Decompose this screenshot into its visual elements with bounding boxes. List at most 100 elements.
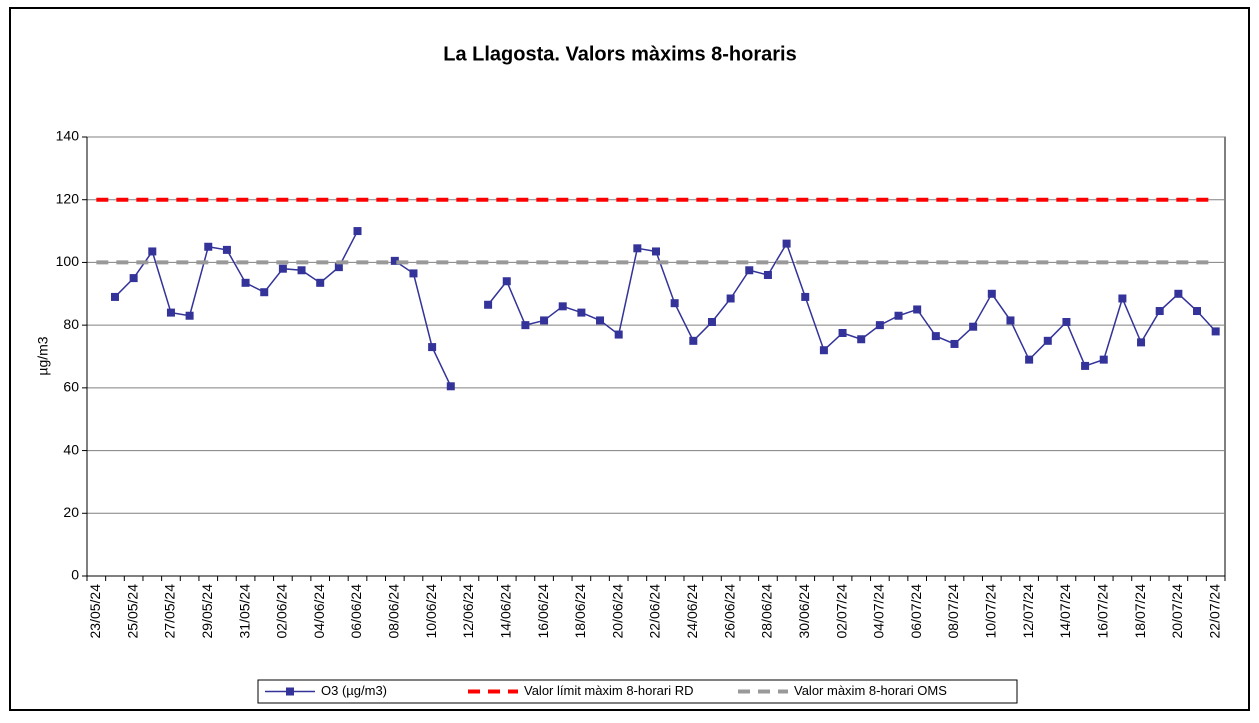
x-tick-label: 06/07/24 — [908, 584, 924, 639]
point-marker — [670, 299, 679, 308]
x-tick-label: 22/07/24 — [1206, 584, 1222, 639]
point-marker — [1043, 336, 1052, 345]
y-tick-label: 40 — [63, 441, 79, 457]
point-marker — [894, 311, 903, 320]
point-marker — [110, 292, 119, 301]
point-marker — [596, 316, 605, 325]
point-marker — [204, 242, 213, 251]
point-marker — [633, 244, 642, 253]
y-tick-label: 60 — [63, 379, 79, 395]
point-marker — [1211, 327, 1220, 336]
x-tick-label: 08/06/24 — [386, 584, 402, 639]
legend-label: Valor màxim 8-horari OMS — [794, 683, 947, 698]
y-axis-label: µg/m3 — [35, 336, 51, 375]
x-tick-label: 14/07/24 — [1057, 584, 1073, 639]
point-marker — [819, 346, 828, 355]
y-tick-label: 80 — [63, 316, 79, 332]
point-marker — [1081, 361, 1090, 370]
point-marker — [521, 321, 530, 330]
x-tick-label: 04/07/24 — [871, 584, 887, 639]
x-tick-label: 10/06/24 — [423, 584, 439, 639]
point-marker — [334, 263, 343, 272]
point-marker — [558, 302, 567, 311]
x-tick-label: 30/06/24 — [796, 584, 812, 639]
y-tick-label: 0 — [71, 567, 79, 583]
point-marker — [148, 247, 157, 256]
point-marker — [316, 278, 325, 287]
x-tick-label: 31/05/24 — [236, 584, 252, 639]
point-marker — [1118, 294, 1127, 303]
point-marker — [540, 316, 549, 325]
point-marker — [726, 294, 735, 303]
point-marker — [763, 270, 772, 279]
point-marker — [1006, 316, 1015, 325]
point-marker — [707, 318, 716, 327]
legend-label: O3 (µg/m3) — [321, 683, 387, 698]
x-tick-label: 20/07/24 — [1169, 584, 1185, 639]
y-tick-label: 120 — [56, 190, 80, 206]
point-marker — [745, 266, 754, 275]
point-marker — [484, 300, 493, 309]
x-tick-label: 18/07/24 — [1132, 584, 1148, 639]
point-marker — [502, 277, 511, 286]
x-tick-label: 25/05/24 — [124, 584, 140, 639]
point-marker — [1062, 318, 1071, 327]
x-tick-label: 29/05/24 — [199, 584, 215, 639]
chart-title: La Llagosta. Valors màxims 8-horaris — [443, 43, 796, 65]
x-tick-label: 08/07/24 — [945, 584, 961, 639]
x-tick-label: 14/06/24 — [497, 584, 513, 639]
point-marker — [838, 328, 847, 337]
x-tick-label: 02/06/24 — [274, 584, 290, 639]
x-tick-label: 04/06/24 — [311, 584, 327, 639]
point-marker — [241, 278, 250, 287]
point-marker — [390, 256, 399, 265]
x-tick-label: 16/07/24 — [1094, 584, 1110, 639]
point-marker — [577, 308, 586, 317]
point-marker — [652, 247, 660, 256]
x-tick-label: 12/07/24 — [1020, 584, 1036, 639]
series-line — [487, 241, 1217, 367]
point-marker — [931, 332, 940, 341]
x-tick-label: 27/05/24 — [162, 584, 178, 639]
point-marker — [614, 330, 623, 339]
x-tick-label: 24/06/24 — [684, 584, 700, 639]
point-marker — [913, 305, 922, 314]
point-marker — [689, 336, 698, 345]
x-tick-label: 02/07/24 — [833, 584, 849, 639]
series-line — [394, 260, 452, 387]
point-marker — [297, 266, 306, 275]
legend-label: Valor límit màxim 8-horari RD — [524, 683, 694, 698]
point-marker — [409, 269, 418, 278]
point-marker — [1174, 289, 1183, 298]
point-marker — [950, 339, 959, 348]
point-marker — [278, 264, 287, 273]
point-marker — [782, 239, 791, 248]
x-tick-label: 28/06/24 — [759, 584, 775, 639]
legend-marker — [286, 687, 294, 696]
point-marker — [353, 227, 362, 236]
x-tick-label: 22/06/24 — [647, 584, 663, 639]
x-tick-label: 06/06/24 — [348, 584, 364, 639]
legend-box — [257, 679, 1018, 704]
point-marker — [875, 321, 884, 330]
plot-area — [86, 136, 1226, 577]
point-marker — [1193, 307, 1202, 316]
point-marker — [185, 311, 194, 320]
point-marker — [857, 335, 866, 344]
point-marker — [987, 289, 996, 298]
y-tick-label: 20 — [63, 504, 79, 520]
x-tick-label: 10/07/24 — [983, 584, 999, 639]
point-marker — [1137, 338, 1146, 347]
point-marker — [801, 292, 810, 301]
point-marker — [260, 288, 269, 297]
point-marker — [428, 343, 437, 352]
x-tick-label: 18/06/24 — [572, 584, 588, 639]
point-marker — [166, 308, 175, 317]
point-marker — [1099, 355, 1108, 364]
x-tick-label: 16/06/24 — [535, 584, 551, 639]
point-marker — [446, 382, 455, 391]
point-marker — [222, 245, 231, 254]
point-marker — [129, 274, 138, 283]
point-marker — [1155, 307, 1164, 316]
